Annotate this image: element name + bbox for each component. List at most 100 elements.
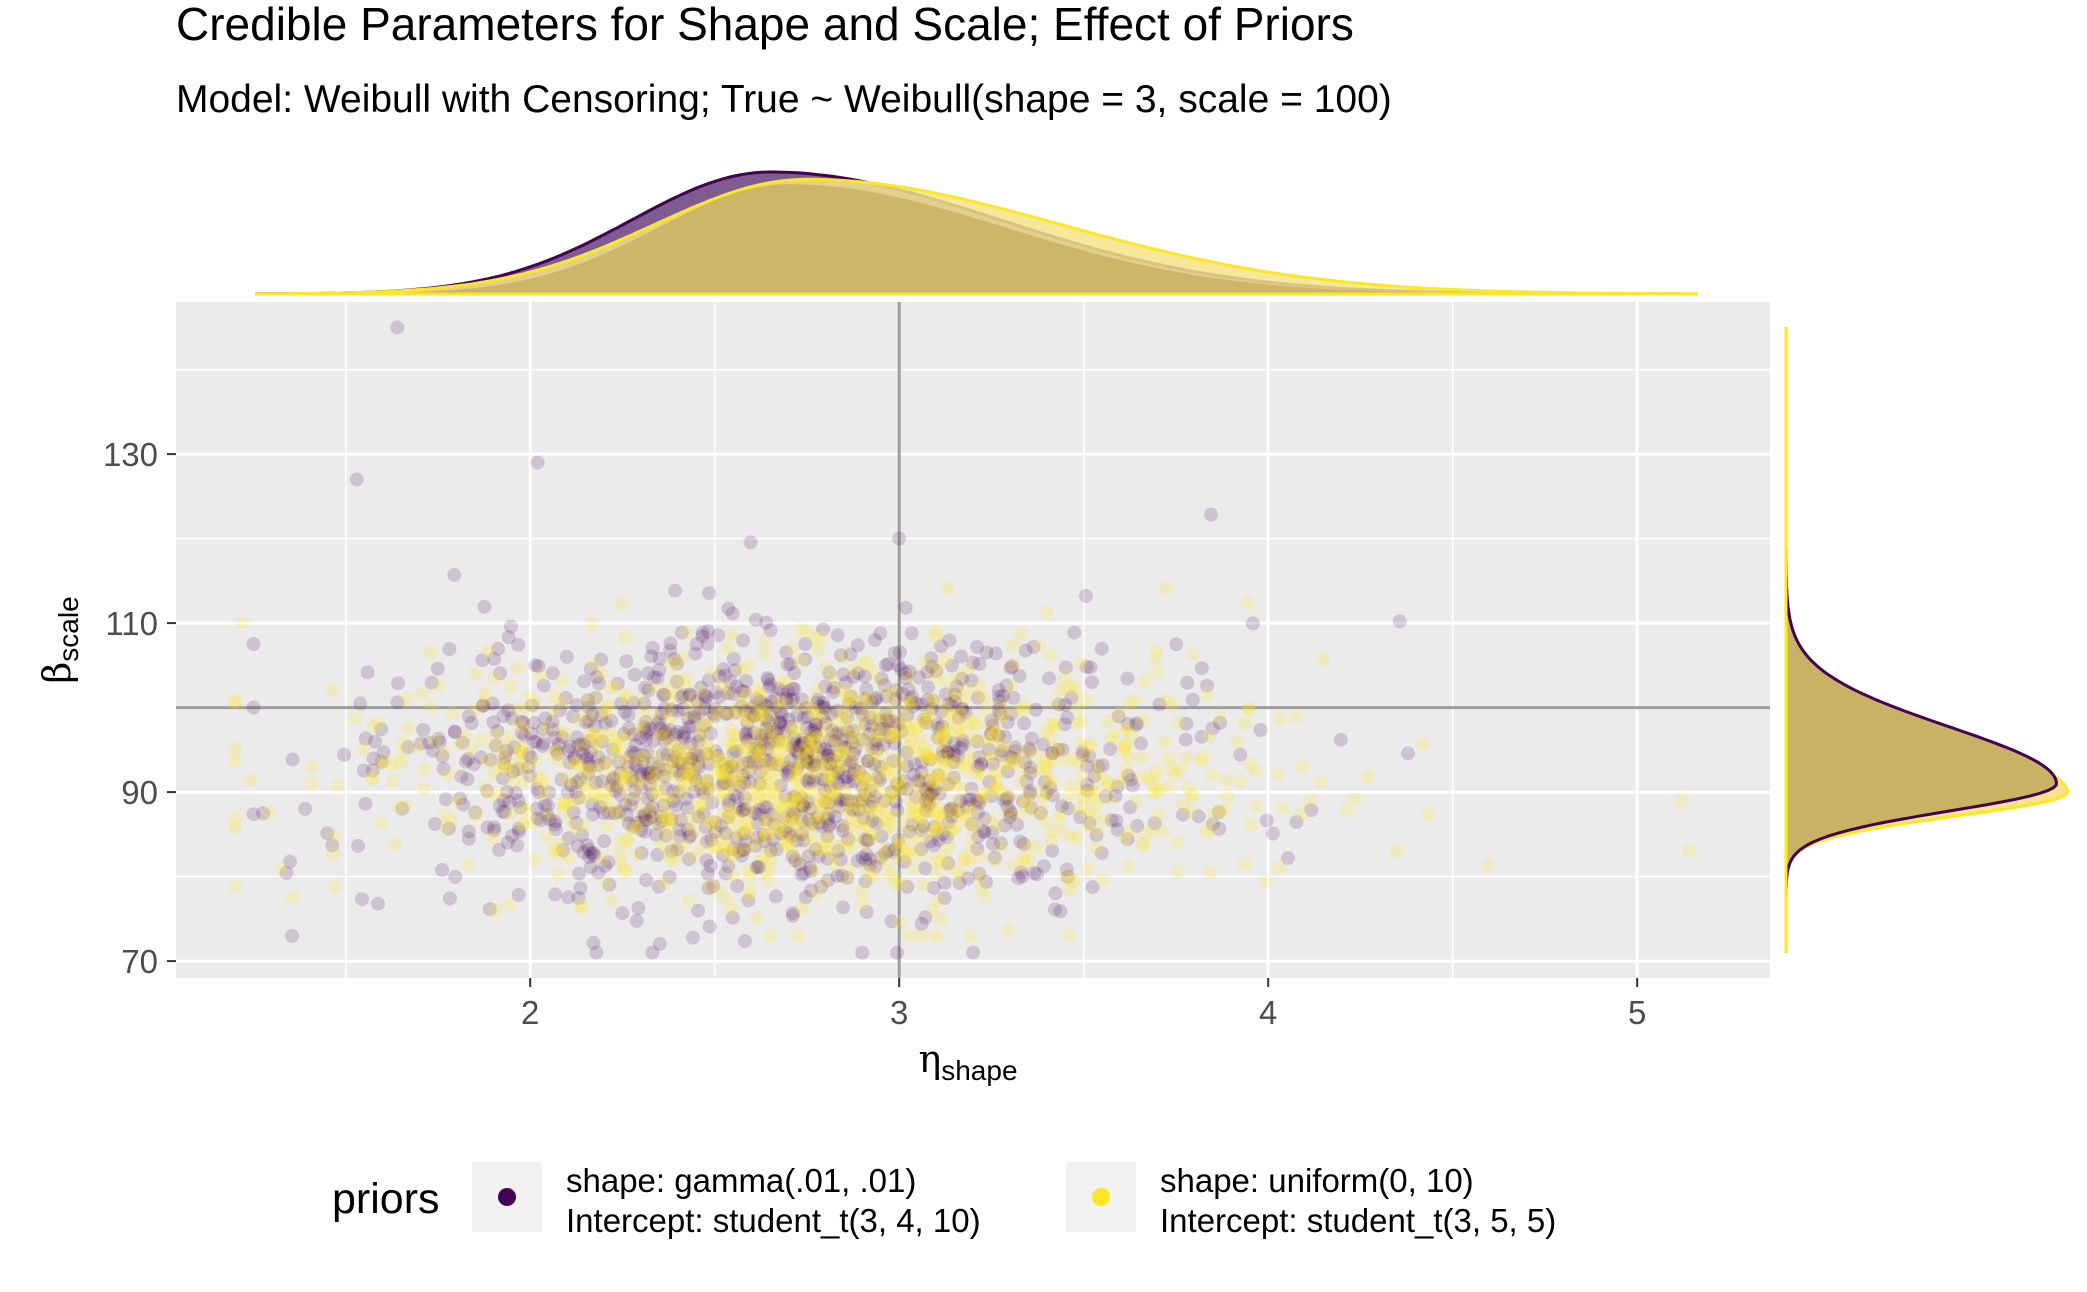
point-uniform [709,703,724,717]
point-gamma [948,687,963,702]
point-gamma [785,908,800,923]
point-uniform [581,761,596,776]
legend-key-gamma [498,1188,516,1206]
point-uniform [701,782,716,797]
point-gamma [873,850,888,865]
point-uniform [923,781,938,795]
point-uniform [940,704,955,719]
point-uniform [566,756,581,771]
point-uniform [920,800,935,815]
point-uniform [1173,762,1188,777]
point-gamma [477,599,492,614]
point-uniform [1073,656,1088,671]
point-uniform [570,712,585,727]
point-gamma [435,862,450,877]
point-uniform [676,650,691,664]
point-gamma [721,686,736,701]
point-gamma [538,711,553,726]
point-uniform [923,790,938,805]
point-uniform [897,707,912,722]
point-gamma [900,708,915,722]
point-uniform [678,753,692,768]
point-uniform [840,726,855,741]
point-uniform [793,654,808,668]
point-uniform [994,838,1009,853]
point-gamma [617,705,632,719]
point-uniform [786,811,801,826]
point-gamma [988,646,1003,661]
point-uniform [1081,738,1096,753]
point-uniform [900,695,915,710]
point-uniform [856,706,871,721]
point-uniform [1002,758,1017,773]
point-gamma [804,723,819,738]
point-gamma [912,774,927,789]
point-uniform [461,857,476,872]
point-gamma [753,764,768,779]
point-uniform [941,674,956,689]
point-gamma [830,628,845,643]
point-gamma [746,700,761,715]
point-uniform [768,787,783,802]
point-gamma [507,740,522,755]
point-gamma [959,793,974,807]
point-gamma [607,806,622,821]
point-uniform [819,729,834,744]
point-gamma [952,710,966,725]
point-uniform [863,777,878,792]
point-gamma [792,857,807,872]
point-uniform [807,704,822,719]
point-uniform [1179,751,1194,765]
point-uniform [758,866,773,881]
point-uniform [1076,789,1091,804]
point-gamma [526,715,541,730]
point-gamma [492,798,507,813]
point-gamma [626,819,641,834]
point-uniform [799,799,814,814]
point-uniform [682,819,697,834]
point-uniform [913,785,928,800]
point-gamma [630,759,644,774]
point-uniform [693,842,708,857]
point-gamma [1205,721,1220,736]
point-gamma [780,765,795,780]
point-uniform [815,843,830,858]
point-gamma [734,848,749,863]
point-uniform [1064,778,1079,793]
point-uniform [558,771,573,786]
point-uniform [715,766,730,781]
point-uniform [815,841,830,855]
point-uniform [653,836,668,851]
point-uniform [959,718,974,733]
point-uniform [656,876,671,891]
point-gamma [585,707,600,722]
point-gamma [722,793,737,808]
point-uniform [834,745,849,760]
point-gamma [779,692,794,707]
point-uniform [754,738,769,753]
point-uniform [742,869,757,884]
point-uniform [906,860,921,875]
point-gamma [844,754,859,769]
point-uniform [677,838,692,852]
point-gamma [654,727,669,741]
point-uniform [805,844,820,859]
point-uniform [1018,795,1033,810]
point-gamma [1023,784,1037,799]
point-gamma [487,820,502,835]
point-gamma [256,806,271,821]
point-uniform [667,788,682,803]
point-gamma [505,828,520,843]
point-gamma [902,824,917,839]
point-uniform [1194,753,1209,768]
point-gamma [556,843,570,858]
point-uniform [705,664,720,679]
point-gamma [937,875,952,890]
point-gamma [659,781,674,796]
point-gamma [773,704,788,719]
point-uniform [1075,769,1090,784]
point-gamma [831,791,846,806]
point-uniform [943,802,958,817]
point-uniform [1147,770,1161,785]
point-gamma [994,748,1009,762]
